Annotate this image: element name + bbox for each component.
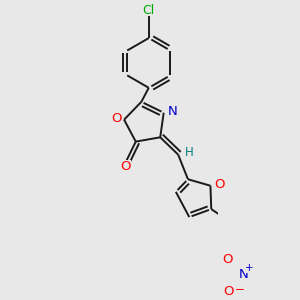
Text: N: N [238,268,248,281]
Text: H: H [185,146,194,159]
Text: O: O [222,254,232,266]
Text: O: O [223,285,234,298]
Text: O: O [111,112,122,125]
Text: +: + [245,263,254,273]
Text: O: O [120,160,130,173]
Text: N: N [167,105,177,118]
Text: −: − [235,283,244,296]
Text: O: O [214,178,224,191]
Text: Cl: Cl [142,4,155,17]
